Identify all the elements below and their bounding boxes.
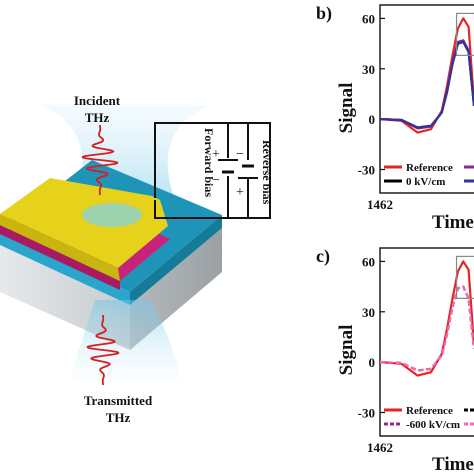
panel-c-series-line [380,285,474,372]
panel-c-label: c) [316,246,330,267]
circuit-wire-left [154,122,271,219]
panel-c-ytick-label: 60 [362,254,375,269]
beam-spot [82,203,142,227]
panel-b-series-line [380,40,474,129]
blue-layer-right-edge [130,215,222,305]
panel-b-plot-frame [379,4,474,194]
yellow-electrode-edge [0,214,120,281]
panel-c-plot-frame [379,247,474,437]
panel-b-xlabel: Time [432,212,474,233]
forward-bias-label: Forward bias [202,128,216,197]
panel-b-series-line [380,39,474,130]
panel-c-series-line [380,260,474,377]
panel-c-ytick-label: -30 [358,406,375,421]
panel-c-ylabel: Signal [336,325,357,376]
panel-c-series-line [380,285,474,372]
panel-b-legend-label: Reference [406,162,453,174]
device-schematic: + − − + Forward bias Reverse bias Incide… [0,93,274,425]
reverse-minus-sign: − [236,147,244,162]
panel-b-ytick-label: 0 [369,112,376,127]
incident-label-line1: Incident [74,93,121,108]
panel-b-ylabel: Signal [336,83,357,134]
panel-b-ytick-label: 60 [362,11,375,26]
panel-c-ytick-label: 30 [362,305,375,320]
panel-b-label: b) [316,3,332,24]
panel-b-ytick-label: 30 [362,62,375,77]
reverse-bias-label: Reverse bias [260,140,274,205]
panel-b-series-line [380,40,474,129]
panel-b-zoom-box [455,12,474,56]
panel-c-series-line [380,285,474,372]
reverse-plus-sign: + [236,185,244,200]
blue-layer-left-edge [0,232,130,305]
panel-b-ytick-label: -30 [358,163,375,178]
panel-b-legend-label: 0 kV/cm [406,176,445,188]
incident-thz-pulse [81,125,119,195]
panel-c-xlabel: Time [432,454,474,474]
panel-b-legend: Reference600 kV/cm15 [384,162,474,188]
bias-circuit [154,122,271,219]
panel-c-ytick-label: 0 [369,355,376,370]
forward-minus-sign: − [212,173,220,188]
panel-b-series-line [380,17,474,134]
panel-c-series-group [380,260,474,377]
transmitted-thz-pulse [86,315,120,385]
panel-b-series-group [380,17,474,134]
incident-label-line2: THz [85,110,110,125]
panel-b-xtick-label: 1462 [367,197,393,212]
transmitted-label-line2: THz [106,410,131,425]
forward-plus-sign: + [212,147,220,162]
panel-c-legend-label: Reference [406,405,453,417]
transmitted-label-line1: Transmitted [84,393,153,408]
panel-c-legend-label: -600 kV/cm [406,419,460,431]
panel-b: b) Signal Time 60 30 0 -30 1462 Reference600 … [316,3,474,233]
yellow-electrode [0,178,168,268]
panel-c-zoom-box [455,255,474,299]
magenta-layer-edge [0,225,120,290]
panel-b-plot: 60 30 0 -30 1462 Reference600 kV/cm15 [358,4,474,212]
panel-c-xtick-label: 1462 [367,440,393,455]
panel-c: c) Signal Time 60 30 0 -30 1462 Reference0-60… [316,246,474,474]
